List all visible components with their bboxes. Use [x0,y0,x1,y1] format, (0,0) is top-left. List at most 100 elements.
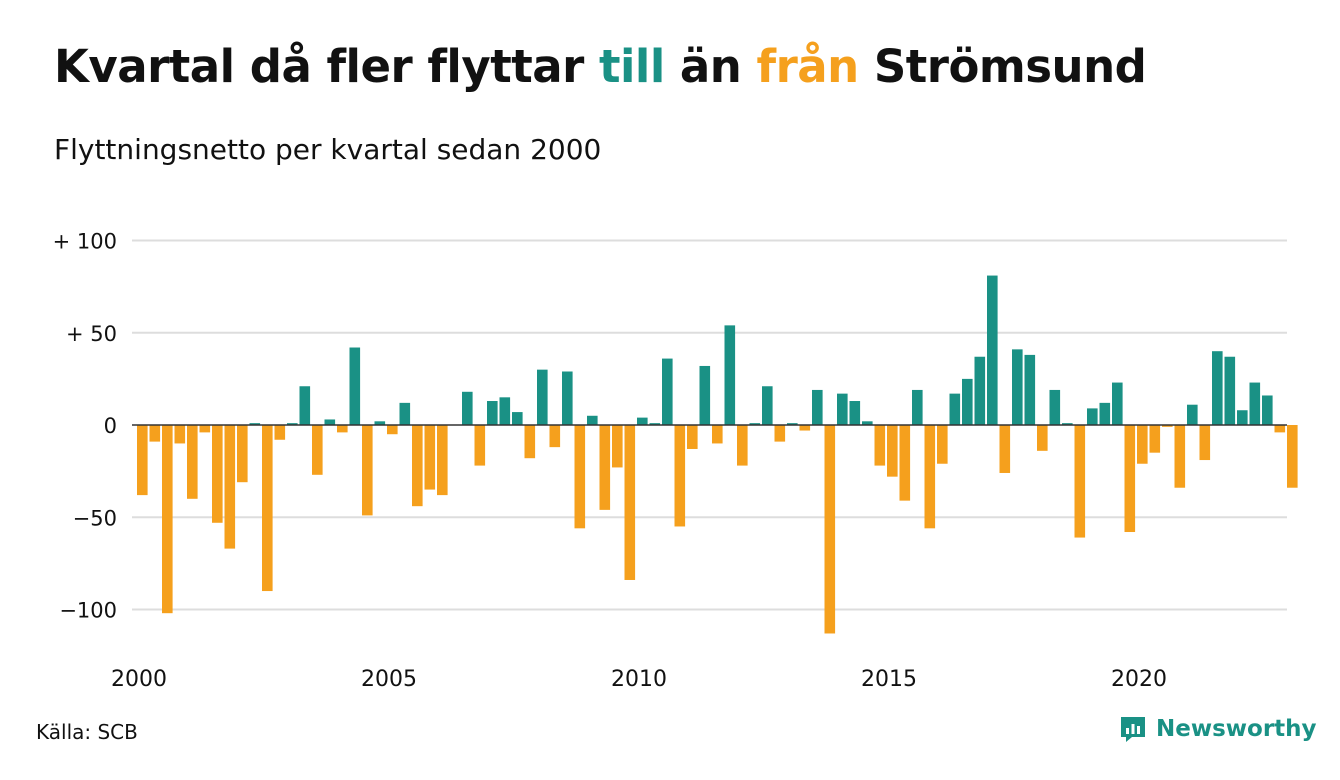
bar [1037,425,1048,451]
bar [412,425,423,507]
bar [337,425,348,433]
bar [387,425,398,435]
bar [1174,425,1186,488]
bar [1024,354,1036,425]
bar [1199,425,1211,461]
axes: + 100 + 50 0 −50 −100 2000 2005 2010 2015 2020 [53,230,1287,692]
chart-title: Kvartal då fler flyttar till än från Str… [54,40,1147,93]
bar [824,425,836,634]
bar [1124,425,1136,533]
bar [762,386,773,425]
bar [1287,425,1298,488]
bar [587,415,598,425]
bar [1274,425,1286,433]
newsworthy-logo-icon [1121,717,1145,742]
bar [1012,349,1023,425]
bar [262,425,273,592]
bar [562,371,573,426]
bar [737,425,748,466]
bar [749,423,761,425]
bar [437,425,448,496]
bar [399,402,411,425]
bar [987,275,998,425]
bar [649,423,661,425]
bar [1262,395,1273,425]
brand-logo[interactable]: Newsworthy [1118,714,1317,744]
bar [974,356,986,426]
bar [1249,382,1261,425]
bar [512,412,523,425]
bar [224,425,236,549]
bar [524,425,536,459]
bar [1224,356,1236,426]
title-part-2: än [664,40,757,93]
bar [599,425,611,510]
bar [837,393,848,425]
y-tick-label: −100 [59,599,117,623]
bar [1087,408,1098,425]
y-tick-label: −50 [73,506,117,530]
bar [1137,425,1148,464]
bar [637,417,648,425]
bar [1149,425,1161,453]
bar [687,425,698,449]
bar [1049,389,1061,425]
bar [424,425,436,490]
bar [962,378,973,426]
bar [1074,425,1086,538]
bar [624,425,636,580]
bars [137,275,1298,634]
bar [274,425,286,440]
bar [162,425,173,614]
bar [199,425,211,433]
bar [799,425,811,431]
bar [499,397,511,425]
bar [462,391,473,425]
bar [349,347,361,425]
bar [662,358,673,425]
bar [1187,404,1198,425]
bar [299,386,311,425]
bar [212,425,223,523]
bar [612,425,623,468]
title-part-3: Strömsund [858,40,1147,93]
bar [812,389,823,425]
bar [1062,423,1073,425]
chart-subtitle: Flyttningsnetto per kvartal sedan 2000 [54,133,602,166]
bar [324,419,336,425]
bar [174,425,186,444]
bar [574,425,586,529]
gridlines [132,239,1287,611]
bar [699,365,711,425]
bar [537,369,548,425]
bar [674,425,686,527]
y-tick-label: + 50 [66,322,117,346]
bar [849,401,861,425]
bar [1112,382,1123,425]
x-tick-label: 2010 [611,667,667,692]
bar [949,393,961,425]
bar [924,425,936,529]
bar [712,425,723,444]
bar [549,425,561,448]
bar [237,425,248,483]
bar [937,425,948,464]
bar [474,425,486,466]
brand-name: Newsworthy [1156,716,1317,742]
title-fran-highlight: från [756,40,860,93]
bar [899,425,911,501]
y-tick-label: + 100 [53,230,117,254]
bar [787,423,798,425]
bar [137,425,148,496]
bar [1099,402,1111,425]
x-tick-label: 2005 [361,667,417,692]
y-tick-label: 0 [104,414,117,438]
title-till-highlight: till [598,40,665,93]
bar [362,425,373,516]
bar [287,423,298,425]
bar [1212,351,1223,425]
source-note: Källa: SCB [36,720,138,744]
bar [774,425,786,442]
bar [249,423,261,425]
